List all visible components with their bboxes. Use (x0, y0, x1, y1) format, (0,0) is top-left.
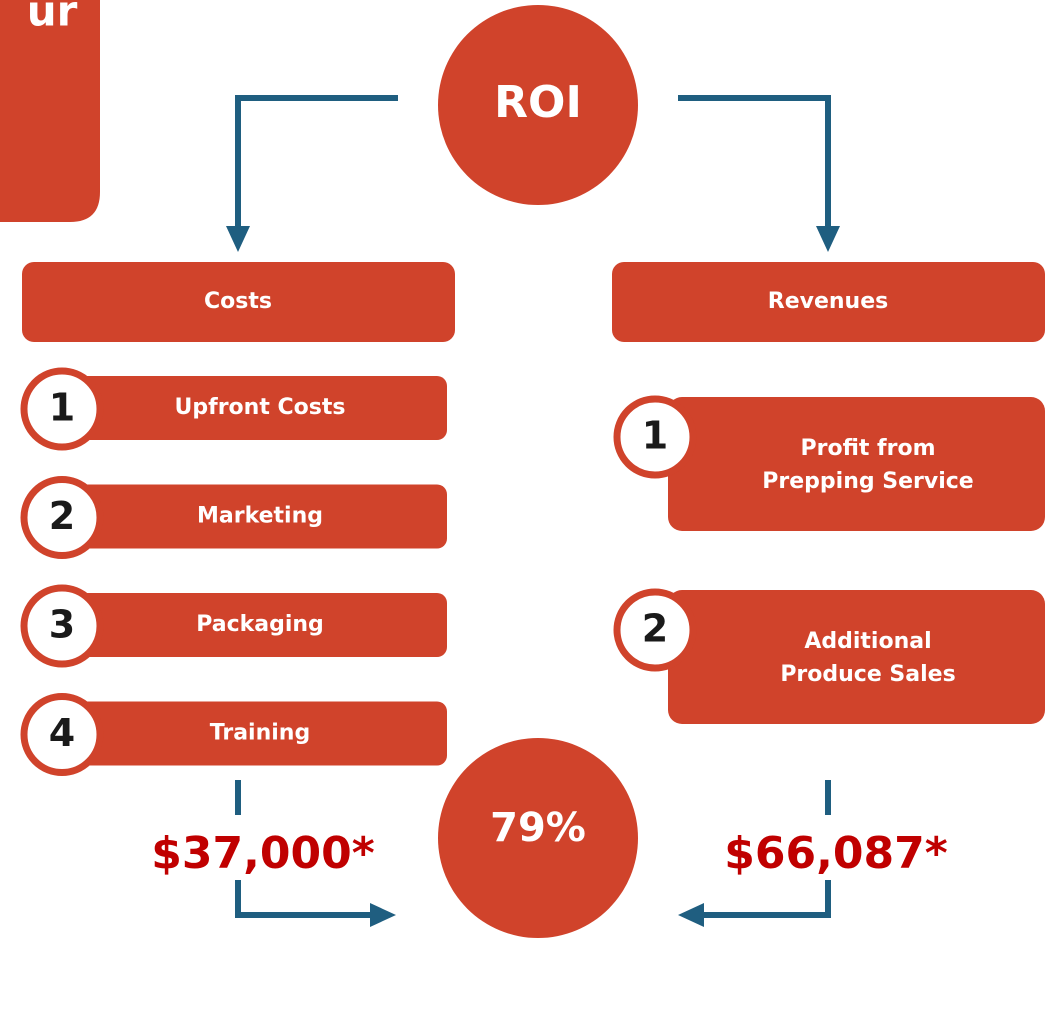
item-label: Marketing (197, 504, 323, 529)
number: 1 (49, 386, 75, 430)
corner-text: ur (27, 0, 78, 36)
result-label: 79% (490, 805, 586, 851)
number: 1 (642, 414, 668, 458)
number: 3 (49, 603, 75, 647)
arrow (235, 880, 372, 918)
item-box (60, 701, 447, 766)
revenues-header (612, 262, 1045, 342)
arrow-head (816, 226, 840, 252)
arrow (678, 95, 831, 228)
item-label: Upfront Costs (175, 395, 346, 420)
number: 4 (49, 711, 75, 755)
number-circle (20, 476, 104, 559)
number-circle (20, 584, 104, 668)
roi-circle (438, 5, 638, 205)
item-label: Produce Sales (780, 662, 955, 687)
number: 2 (49, 494, 75, 538)
revenues-total: $66,087* (724, 828, 947, 879)
number-circle (613, 395, 697, 479)
item-box (60, 593, 447, 657)
item-label: Training (210, 721, 310, 746)
number-circle (20, 693, 104, 776)
arrow-head (370, 903, 396, 927)
item-label: Additional (804, 629, 931, 654)
result-circle (438, 738, 638, 938)
cost-items: Upfront Costs 1 Marketing 2 Packaging 3 Traini… (20, 367, 447, 776)
item-box (60, 376, 447, 440)
costs-header (22, 262, 455, 342)
number-circle (20, 367, 104, 451)
arrow-head (678, 903, 704, 927)
item-label: Packaging (196, 612, 324, 637)
item-box (60, 484, 447, 549)
costs-total: $37,000* (151, 828, 374, 879)
item-label: Profit from (800, 436, 935, 461)
item-box (668, 397, 1045, 531)
item-label: Prepping Service (762, 469, 973, 494)
number-circle (613, 588, 697, 672)
revenue-items: Profit from Prepping Service 1 Additional Pr… (613, 395, 1045, 724)
arrow (702, 880, 831, 918)
costs-title: Costs (204, 289, 272, 314)
arrow-head (226, 226, 250, 252)
number: 2 (642, 607, 668, 651)
corner-box (0, 0, 100, 222)
arrow (235, 95, 398, 228)
item-box (668, 590, 1045, 724)
revenues-title: Revenues (768, 289, 888, 314)
roi-label: ROI (494, 77, 582, 128)
